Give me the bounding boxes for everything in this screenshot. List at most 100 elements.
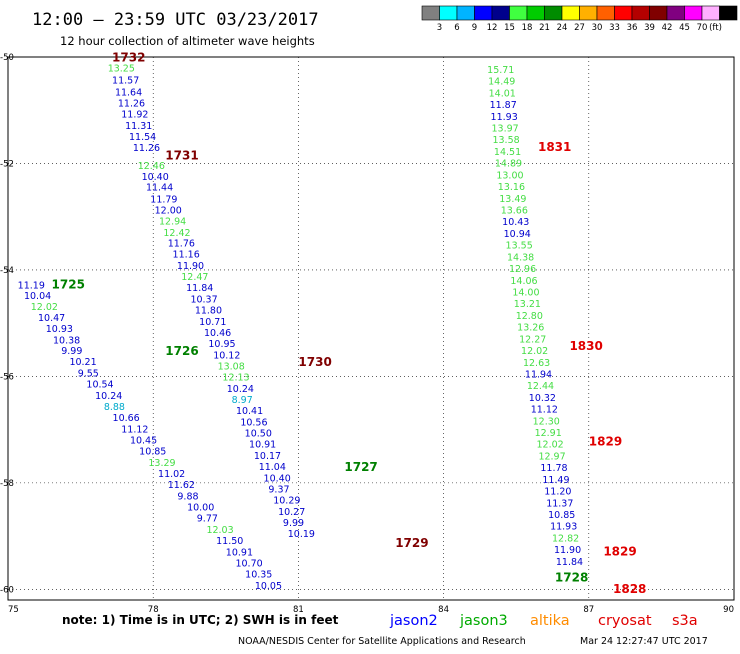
satellite-legend: jason2 jason3 altika cryosat s3a [389,613,698,629]
y-tick-label: -52 [0,159,14,169]
colorbar-swatch [701,5,720,21]
wave-height-value: 11.62 [168,480,195,491]
wave-height-value: 11.31 [125,121,152,132]
wave-height-value: 12.44 [527,381,554,392]
colorbar-label: 3 [437,23,442,33]
satellite-legend-jason3: jason3 [459,613,508,629]
wave-height-value: 11.92 [121,110,148,121]
colorbar-swatch [509,5,528,21]
wave-height-value: 12.91 [535,428,562,439]
time-label: 1829 [603,544,636,558]
colorbar-label: 6 [454,23,459,33]
wave-height-value: 10.24 [227,384,254,395]
time-label: 1730 [298,355,331,369]
wave-height-value: 12.94 [159,217,186,228]
wave-height-value: 12.27 [519,334,546,345]
colorbar: 3 6 9 12 15 18 21 24 27 30 33 36 39 42 45 70 (ft) [421,5,738,33]
wave-height-value: 10.05 [255,581,282,592]
time-label: 1725 [52,278,85,292]
colorbar-label: 15 [504,23,515,33]
wave-height-value: 8.88 [104,402,125,413]
wave-height-value: 13.16 [498,182,525,193]
wave-height-value: 13.00 [496,170,523,181]
wave-height-value: 11.50 [216,536,243,547]
colorbar-label: 18 [522,23,533,33]
wave-height-value: 11.79 [150,194,177,205]
colorbar-swatch [631,5,650,21]
wave-height-value: 12.02 [521,346,548,357]
time-label: 1729 [395,536,428,550]
wave-height-value: 11.04 [259,462,286,473]
wave-height-value: 10.40 [264,473,291,484]
time-label: 1830 [569,339,602,353]
wave-height-value: 11.19 [18,281,45,292]
wave-height-value: 14.01 [489,88,516,99]
wave-height-value: 10.12 [213,350,240,361]
wave-height-value: 15.71 [487,65,514,76]
x-tick-label: 78 [148,605,159,615]
time-label: 1732 [112,50,145,64]
colorbar-swatch [474,5,493,21]
wave-height-value: 13.58 [492,135,519,146]
wave-height-value: 13.29 [148,458,175,469]
time-label: 1727 [344,460,377,474]
colorbar-swatch [579,5,598,21]
colorbar-label: 36 [627,23,638,33]
wave-height-value: 11.94 [525,369,552,380]
colorbar-label: 21 [539,23,550,33]
wave-height-value: 12.46 [138,161,165,172]
wave-height-value: 12.03 [206,525,233,536]
colorbar-swatch [596,5,615,21]
colorbar-label: 33 [609,23,620,33]
wave-height-value: 11.12 [121,424,148,435]
wave-height-value: 14.06 [510,276,537,287]
wave-height-value: 10.71 [199,317,226,328]
wave-height-value: 13.25 [108,63,135,74]
wave-height-value: 12.63 [523,358,550,369]
wave-height-value: 12.13 [222,373,249,384]
chart-title: 12:00 — 23:59 UTC 03/23/2017 [32,10,319,30]
wave-height-value: 11.26 [118,99,145,110]
wave-height-value: 10.45 [130,435,157,446]
colorbar-swatch [719,5,738,21]
wave-height-value: 14.00 [512,287,539,298]
colorbar-label: 45 [679,23,690,33]
colorbar-label: 12 [487,23,498,33]
wave-height-value: 13.21 [514,299,541,310]
x-tick-label: 81 [293,605,304,615]
wave-height-value: 11.93 [491,112,518,123]
y-tick-label: -60 [0,585,14,595]
wave-height-value: 10.17 [254,451,281,462]
satellite-legend-jason2: jason2 [389,613,438,629]
wave-height-value: 10.24 [95,391,122,402]
wave-height-value: 11.12 [531,405,558,416]
wave-height-value: 11.20 [544,487,571,498]
colorbar-swatch [614,5,633,21]
wave-height-value: 12.30 [533,416,560,427]
colorbar-swatch [491,5,510,21]
data-marks: 13.2511.5711.6411.2611.9211.3111.5411.26… [18,50,647,596]
wave-height-value: 10.41 [236,406,263,417]
colorbar-label: 27 [574,23,585,33]
wave-height-value: 11.57 [112,76,139,87]
wave-height-value: 11.90 [177,261,204,272]
wave-height-value: 11.76 [168,239,195,250]
wave-height-value: 10.19 [288,529,315,540]
wave-height-value: 12.97 [538,451,565,462]
wave-height-value: 11.54 [129,132,156,143]
wave-height-value: 9.88 [177,491,198,502]
wave-height-value: 10.93 [46,324,73,335]
wave-height-value: 10.56 [240,417,267,428]
wave-height-value: 11.80 [195,306,222,317]
footer-credit: NOAA/NESDIS Center for Satellite Applica… [238,636,526,647]
wave-height-value: 10.27 [278,507,305,518]
wave-height-value: 10.54 [86,380,113,391]
y-tick-label: -54 [0,266,14,276]
wave-height-value: 13.49 [499,194,526,205]
wave-height-value: 11.64 [115,87,142,98]
wave-height-value: 10.91 [249,440,276,451]
wave-height-value: 10.29 [273,496,300,507]
time-label: 1831 [538,140,571,154]
wave-height-value: 14.38 [507,252,534,263]
grid-lines [8,57,734,600]
